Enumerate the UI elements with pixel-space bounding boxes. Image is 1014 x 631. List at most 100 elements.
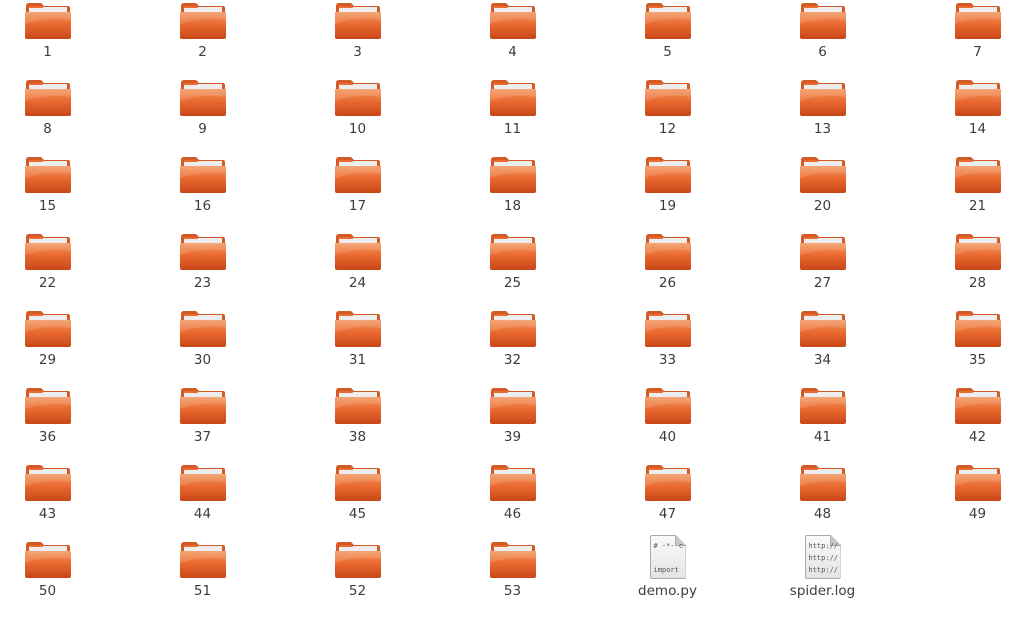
folder-item[interactable]: 35 (900, 308, 1014, 385)
folder-item[interactable]: 20 (745, 154, 900, 231)
item-label: 29 (38, 352, 57, 368)
folder-item[interactable]: 12 (590, 77, 745, 154)
item-label: 41 (813, 429, 832, 445)
folder-item[interactable]: 53 (435, 539, 590, 616)
folder-icon (24, 385, 72, 425)
folder-icon (799, 308, 847, 348)
item-label: 20 (813, 198, 832, 214)
item-label: 12 (658, 121, 677, 137)
item-label: 35 (968, 352, 987, 368)
folder-item[interactable]: 40 (590, 385, 745, 462)
item-label: 25 (503, 275, 522, 291)
folder-item[interactable]: 2 (125, 0, 280, 77)
item-label: 16 (193, 198, 212, 214)
item-label: 10 (348, 121, 367, 137)
folder-icon (179, 462, 227, 502)
python-file-icon: # -*- c import (644, 535, 692, 579)
folder-item[interactable]: 17 (280, 154, 435, 231)
folder-icon (954, 385, 1002, 425)
folder-icon (799, 462, 847, 502)
folder-item[interactable]: 18 (435, 154, 590, 231)
folder-icon (489, 77, 537, 117)
folder-icon (799, 385, 847, 425)
folder-icon (644, 385, 692, 425)
folder-item[interactable]: 46 (435, 462, 590, 539)
folder-item[interactable]: 42 (900, 385, 1014, 462)
folder-item[interactable]: 27 (745, 231, 900, 308)
folder-item[interactable]: 31 (280, 308, 435, 385)
folder-icon (24, 154, 72, 194)
folder-item[interactable]: 51 (125, 539, 280, 616)
item-label: 11 (503, 121, 522, 137)
folder-item[interactable]: 4 (435, 0, 590, 77)
folder-item[interactable]: 33 (590, 308, 745, 385)
folder-item[interactable]: 26 (590, 231, 745, 308)
icon-preview-line: import (653, 566, 679, 574)
folder-icon (954, 231, 1002, 271)
item-label: 5 (663, 44, 672, 60)
file-item[interactable]: http:// http:// http:// spider.log (745, 535, 900, 616)
item-label: 13 (813, 121, 832, 137)
folder-item[interactable]: 25 (435, 231, 590, 308)
folder-item[interactable]: 50 (0, 539, 125, 616)
folder-icon (954, 462, 1002, 502)
folder-item[interactable]: 49 (900, 462, 1014, 539)
folder-item[interactable]: 44 (125, 462, 280, 539)
folder-item[interactable]: 6 (745, 0, 900, 77)
folder-item[interactable]: 13 (745, 77, 900, 154)
folder-item[interactable]: 23 (125, 231, 280, 308)
folder-item[interactable]: 52 (280, 539, 435, 616)
item-label: 33 (658, 352, 677, 368)
folder-icon (644, 462, 692, 502)
folder-item[interactable]: 34 (745, 308, 900, 385)
file-item[interactable]: # -*- c import demo.py (590, 535, 745, 616)
item-label: 52 (348, 583, 367, 599)
folder-item[interactable]: 28 (900, 231, 1014, 308)
folder-icon (799, 77, 847, 117)
folder-item[interactable]: 36 (0, 385, 125, 462)
folder-item[interactable]: 29 (0, 308, 125, 385)
file-grid: 1 2 3 (0, 0, 1001, 616)
item-label: 43 (38, 506, 57, 522)
folder-item[interactable]: 15 (0, 154, 125, 231)
folder-item[interactable]: 1 (0, 0, 125, 77)
folder-item[interactable]: 22 (0, 231, 125, 308)
folder-item[interactable]: 41 (745, 385, 900, 462)
folder-icon (489, 154, 537, 194)
folder-item[interactable]: 43 (0, 462, 125, 539)
folder-item[interactable]: 14 (900, 77, 1014, 154)
folder-icon (954, 77, 1002, 117)
folder-icon (334, 462, 382, 502)
folder-item[interactable]: 21 (900, 154, 1014, 231)
item-label: 51 (193, 583, 212, 599)
item-label: 30 (193, 352, 212, 368)
folder-item[interactable]: 5 (590, 0, 745, 77)
item-label: 23 (193, 275, 212, 291)
folder-item[interactable]: 32 (435, 308, 590, 385)
folder-item[interactable]: 8 (0, 77, 125, 154)
folder-item[interactable]: 48 (745, 462, 900, 539)
folder-item[interactable]: 9 (125, 77, 280, 154)
folder-item[interactable]: 16 (125, 154, 280, 231)
folder-item[interactable]: 10 (280, 77, 435, 154)
folder-item[interactable]: 45 (280, 462, 435, 539)
folder-icon (489, 385, 537, 425)
folder-item[interactable]: 19 (590, 154, 745, 231)
item-label: 7 (973, 44, 982, 60)
folder-icon (489, 0, 537, 40)
item-label: 47 (658, 506, 677, 522)
folder-item[interactable]: 24 (280, 231, 435, 308)
item-label: 17 (348, 198, 367, 214)
folder-item[interactable]: 30 (125, 308, 280, 385)
folder-icon (644, 154, 692, 194)
folder-item[interactable]: 39 (435, 385, 590, 462)
folder-item[interactable]: 3 (280, 0, 435, 77)
folder-item[interactable]: 7 (900, 0, 1014, 77)
folder-item[interactable]: 47 (590, 462, 745, 539)
item-label: 31 (348, 352, 367, 368)
folder-item[interactable]: 38 (280, 385, 435, 462)
folder-icon (179, 77, 227, 117)
folder-icon (644, 308, 692, 348)
folder-item[interactable]: 11 (435, 77, 590, 154)
folder-item[interactable]: 37 (125, 385, 280, 462)
